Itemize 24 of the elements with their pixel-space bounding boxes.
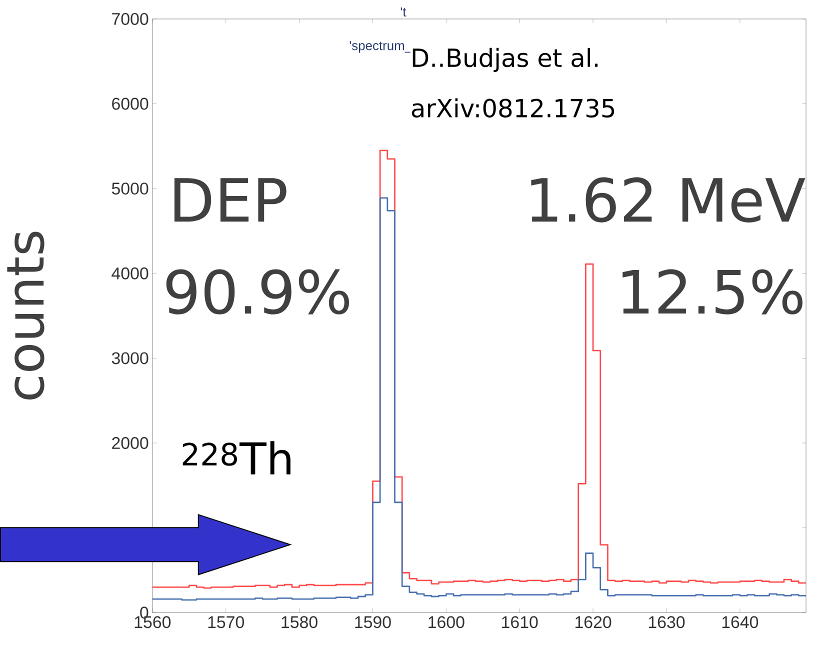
x-tick-label: 1590 <box>355 616 391 628</box>
y-tick-label: 7000 <box>112 13 148 26</box>
x-tick-label: 1640 <box>722 616 758 628</box>
annotation: 'spectrum_ <box>350 41 412 53</box>
text: 't <box>400 8 406 17</box>
y-tick-label: 5000 <box>112 182 148 195</box>
y-axis-title: counts <box>7 232 44 400</box>
y-tick-label: 6000 <box>112 98 148 110</box>
annotation: $^{228}$Th <box>182 441 290 475</box>
annotation: D..Budjas et al. <box>412 48 598 72</box>
y-tick-label: 2000 <box>112 437 148 450</box>
annotation: arXiv:0812.1735 <box>412 98 614 118</box>
annotation: DEP <box>174 178 286 222</box>
annotation: 90.9% <box>166 269 350 315</box>
x-tick-label: 1570 <box>208 616 244 628</box>
x-tick-label: 1580 <box>282 616 318 628</box>
annotation: 1.62 MeV <box>531 177 806 223</box>
x-tick-label: 1630 <box>648 616 685 628</box>
x-tick-label: 1620 <box>576 616 612 628</box>
x-tick-label: 1610 <box>502 616 538 628</box>
annotation: 12.5% <box>622 269 802 315</box>
y-tick-label: 3000 <box>112 352 148 364</box>
y-tick-label: 4000 <box>112 268 148 280</box>
x-tick-label: 1600 <box>428 616 464 628</box>
